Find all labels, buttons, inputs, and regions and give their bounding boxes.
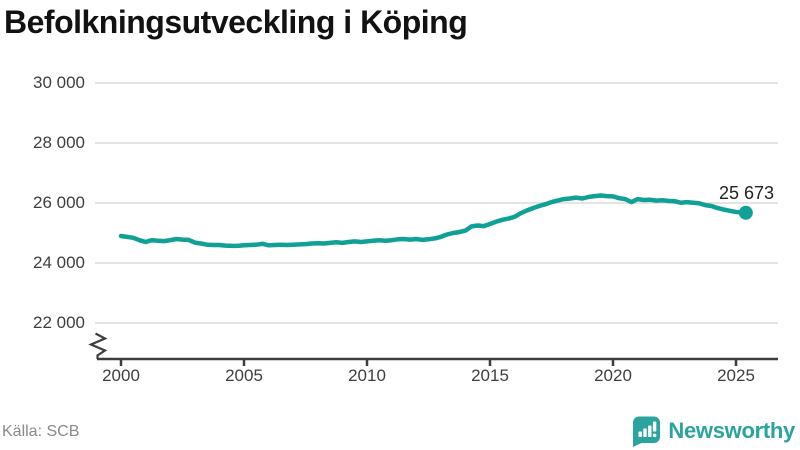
newsworthy-logo: Newsworthy [632,414,795,448]
y-tick-label: 28 000 [33,133,85,152]
x-tick-label: 2020 [594,366,632,385]
x-tick-label: 2000 [102,366,140,385]
brand-name: Newsworthy [668,418,795,443]
y-tick-label: 26 000 [33,193,85,212]
x-tick-label: 2005 [225,366,263,385]
y-tick-label: 24 000 [33,253,85,272]
x-tick-label: 2010 [348,366,386,385]
y-tick-label: 30 000 [33,73,85,92]
bar-chart-speech-bubble-icon [633,416,661,447]
source-attribution: Källa: SCB [2,423,80,440]
axis-break-icon [88,332,108,359]
x-tick-label: 2025 [717,366,755,385]
y-tick-label: 22 000 [33,313,85,332]
x-tick-label: 2015 [471,366,509,385]
population-line [118,193,749,249]
end-value-label: 25 673 [718,183,774,203]
chart-title: Befolkningsutveckling i Köping [4,4,468,40]
end-point-dot [738,205,753,220]
